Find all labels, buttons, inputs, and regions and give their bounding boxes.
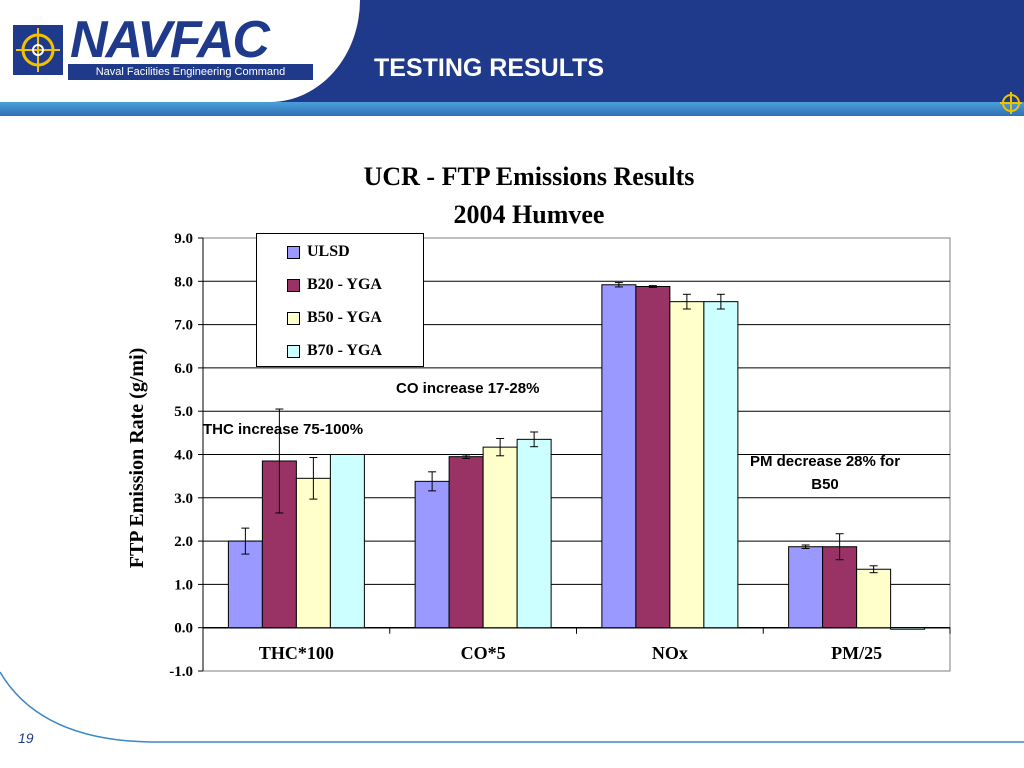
y-tick-label: 4.0 — [174, 448, 193, 464]
chart-title-block: UCR - FTP Emissions Results 2004 Humvee — [279, 158, 779, 234]
bar — [482, 446, 518, 629]
y-tick-label: 8.0 — [174, 274, 193, 290]
y-tick-label: -1.0 — [169, 664, 193, 680]
legend-item: B20 - YGA — [287, 275, 382, 295]
chart-subtitle: 2004 Humvee — [453, 200, 605, 229]
y-tick-label: 6.0 — [174, 361, 193, 377]
annotation-pm: PM decrease 28% for B50 — [749, 453, 901, 493]
y-tick-label: 9.0 — [174, 231, 193, 247]
bar — [890, 627, 926, 630]
header-stripe — [0, 102, 1024, 116]
x-category-label: NOx — [652, 643, 688, 663]
y-tick-label: 0.0 — [174, 621, 193, 637]
legend-label: B20 - YGA — [307, 276, 382, 293]
slide-title: TESTING RESULTS — [374, 54, 605, 82]
navfac-logo-text: NAVFAC — [70, 11, 270, 69]
bar — [227, 540, 263, 629]
compass-emblem-icon — [13, 25, 63, 75]
logo-tagline: Naval Facilities Engineering Command — [68, 64, 313, 80]
x-category-label: CO*5 — [461, 643, 506, 663]
legend-swatch — [287, 344, 300, 358]
bar — [856, 568, 892, 629]
annotation-co: CO increase 17-28% — [396, 380, 540, 397]
chart-layer: -1.0 0.0 1.0 2.0 3.0 4.0 5.0 6.0 7.0 8.0 9.0 FTP Em… — [126, 231, 951, 680]
crosshair-icon — [1000, 92, 1022, 114]
legend-item: B50 - YGA — [287, 308, 382, 328]
y-tick-label: 2.0 — [174, 534, 193, 550]
legend-item: ULSD — [287, 242, 350, 262]
x-category-label: PM/25 — [831, 643, 882, 663]
annotation-thc: THC increase 75-100% — [203, 421, 364, 438]
bar — [669, 301, 705, 629]
bar — [448, 456, 484, 629]
chart-title: UCR - FTP Emissions Results — [363, 162, 695, 191]
legend-swatch — [287, 245, 300, 259]
x-category-label: THC*100 — [259, 643, 334, 663]
page-number: 19 — [18, 730, 34, 746]
legend-swatch — [287, 311, 300, 325]
chart-legend: ULSD B20 - YGA B50 - YGA B70 - YGA — [256, 233, 424, 367]
y-tick-label: 7.0 — [174, 318, 193, 334]
bar — [703, 301, 739, 629]
y-tick-label: 5.0 — [174, 404, 193, 420]
legend-label: ULSD — [307, 243, 350, 260]
legend-label: B50 - YGA — [307, 309, 382, 326]
legend-item: B70 - YGA — [287, 341, 382, 361]
bar — [516, 438, 552, 629]
bar — [788, 546, 824, 629]
bar — [635, 285, 671, 629]
y-tick-label: 1.0 — [174, 577, 193, 593]
bar — [601, 284, 637, 629]
bar — [295, 477, 331, 629]
legend-label: B70 - YGA — [307, 342, 382, 359]
bar — [414, 480, 450, 629]
y-tick-label: 3.0 — [174, 491, 193, 507]
decorative-swoosh — [0, 671, 1024, 743]
legend-swatch — [287, 278, 300, 292]
bar — [329, 454, 365, 629]
y-axis-title: FTP Emission Rate (g/mi) — [126, 348, 148, 569]
